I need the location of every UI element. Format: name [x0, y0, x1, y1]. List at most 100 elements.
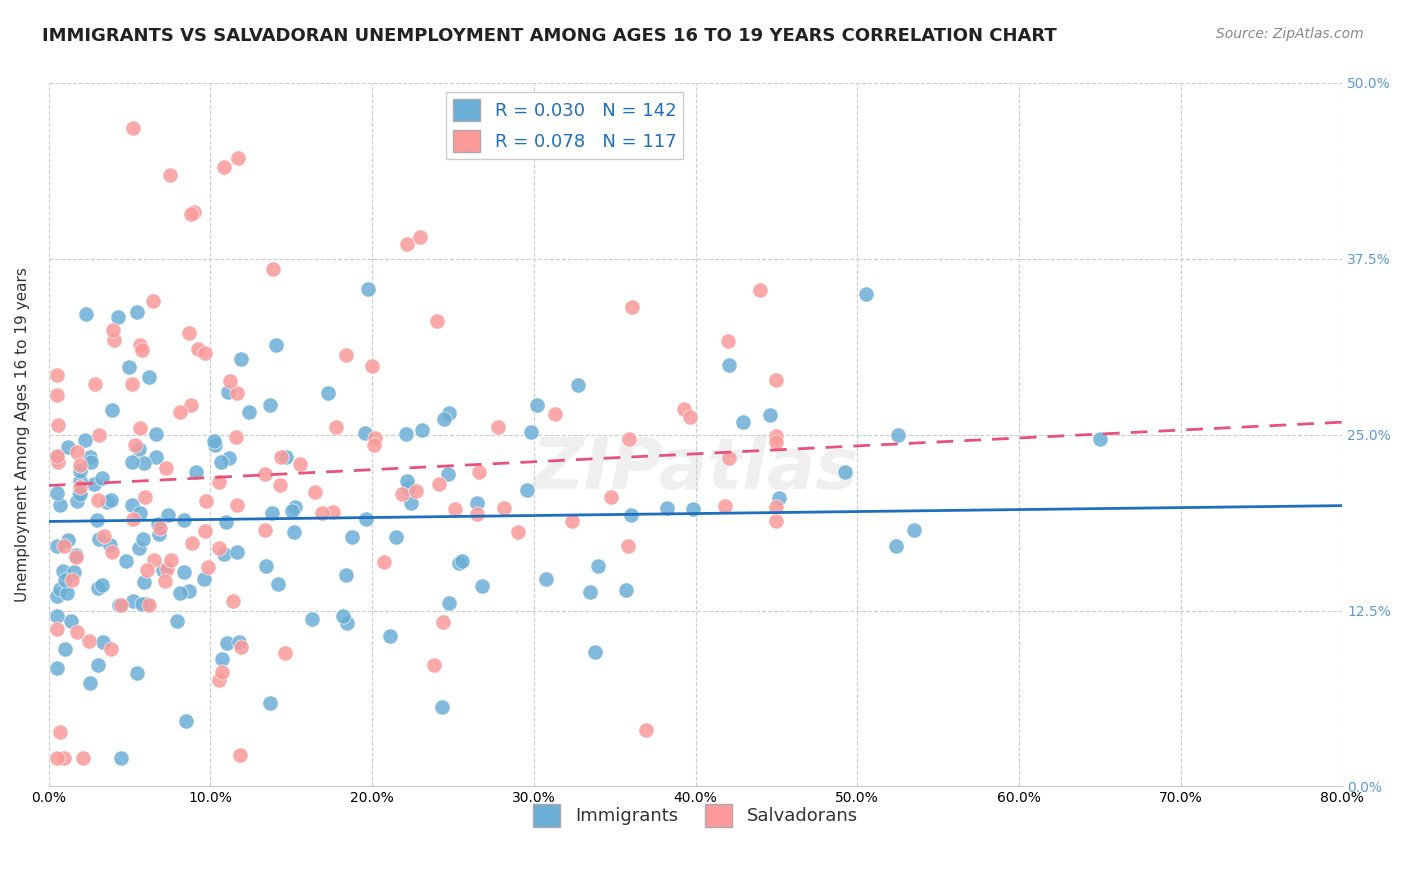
Point	[284, 500, 307, 515]
Point	[395, 427, 418, 442]
Point	[636, 723, 658, 737]
Point	[270, 450, 292, 464]
Point	[49, 499, 72, 513]
Point	[204, 437, 226, 451]
Point	[152, 563, 174, 577]
Point	[718, 358, 741, 372]
Point	[129, 338, 152, 352]
Point	[45, 449, 67, 463]
Point	[768, 491, 790, 505]
Point	[212, 547, 235, 561]
Point	[122, 512, 145, 526]
Point	[759, 409, 782, 423]
Point	[156, 562, 179, 576]
Point	[142, 553, 165, 567]
Point	[45, 623, 67, 637]
Point	[87, 657, 110, 672]
Point	[586, 559, 609, 574]
Point	[887, 428, 910, 442]
Point	[619, 432, 641, 446]
Point	[765, 373, 787, 387]
Point	[46, 609, 69, 624]
Point	[583, 645, 606, 659]
Point	[186, 465, 208, 479]
Point	[86, 512, 108, 526]
Point	[225, 498, 247, 512]
Point	[132, 532, 155, 546]
Point	[121, 120, 143, 135]
Point	[288, 457, 311, 471]
Point	[471, 578, 494, 592]
Point	[53, 573, 76, 587]
Point	[108, 598, 131, 612]
Point	[834, 465, 856, 479]
Point	[194, 524, 217, 538]
Point	[49, 582, 72, 597]
Point	[437, 596, 460, 610]
Point	[129, 507, 152, 521]
Point	[53, 751, 76, 765]
Point	[166, 614, 188, 628]
Point	[748, 284, 770, 298]
Point	[228, 635, 250, 649]
Point	[100, 492, 122, 507]
Point	[855, 287, 877, 301]
Point	[125, 305, 148, 319]
Point	[72, 751, 94, 765]
Point	[765, 429, 787, 443]
Point	[253, 467, 276, 481]
Point	[717, 334, 740, 348]
Point	[142, 293, 165, 308]
Point	[128, 541, 150, 555]
Point	[215, 636, 238, 650]
Point	[318, 386, 340, 401]
Point	[427, 477, 450, 491]
Point	[225, 545, 247, 559]
Point	[673, 401, 696, 416]
Point	[169, 585, 191, 599]
Point	[340, 530, 363, 544]
Point	[465, 495, 488, 509]
Point	[56, 533, 79, 547]
Point	[197, 559, 219, 574]
Point	[360, 359, 382, 373]
Point	[69, 474, 91, 488]
Point	[98, 538, 121, 552]
Point	[516, 483, 538, 497]
Point	[439, 406, 461, 420]
Point	[87, 581, 110, 595]
Point	[100, 641, 122, 656]
Point	[135, 563, 157, 577]
Point	[62, 566, 84, 580]
Point	[131, 343, 153, 358]
Point	[125, 665, 148, 680]
Point	[66, 493, 89, 508]
Point	[212, 161, 235, 175]
Point	[193, 573, 215, 587]
Point	[396, 481, 419, 495]
Point	[259, 398, 281, 412]
Point	[145, 426, 167, 441]
Point	[422, 657, 444, 672]
Point	[426, 314, 449, 328]
Point	[148, 526, 170, 541]
Point	[160, 552, 183, 566]
Point	[432, 615, 454, 629]
Point	[447, 556, 470, 570]
Point	[253, 523, 276, 537]
Point	[79, 450, 101, 464]
Point	[173, 565, 195, 579]
Point	[53, 642, 76, 657]
Point	[614, 583, 637, 598]
Point	[69, 464, 91, 478]
Point	[520, 425, 543, 440]
Point	[101, 323, 124, 337]
Point	[45, 486, 67, 500]
Point	[354, 426, 377, 441]
Point	[208, 541, 231, 556]
Point	[486, 420, 509, 434]
Point	[56, 440, 79, 454]
Point	[363, 438, 385, 452]
Point	[225, 386, 247, 401]
Point	[229, 747, 252, 762]
